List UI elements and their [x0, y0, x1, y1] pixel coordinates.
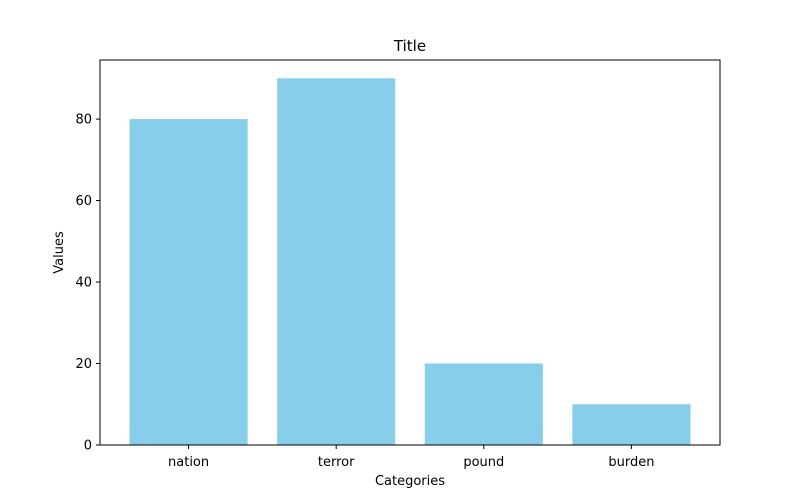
bar-nation	[129, 119, 248, 445]
bar-burden	[572, 404, 691, 445]
x-axis-label: Categories	[375, 474, 445, 489]
x-tick-label-terror: terror	[318, 455, 355, 470]
plot-frame	[99, 59, 721, 446]
x-tick-label-burden: burden	[608, 455, 654, 470]
chart-title: Title	[393, 37, 426, 55]
x-tick-label-nation: nation	[168, 455, 209, 470]
x-tick-label-pound: pound	[463, 455, 504, 470]
y-tick-label: 60	[75, 194, 92, 209]
y-tick-label: 80	[75, 113, 92, 128]
y-tick-label: 40	[75, 276, 92, 291]
y-tick-label: 0	[84, 439, 92, 454]
y-tick-label: 20	[75, 357, 92, 372]
bars-layer	[129, 78, 691, 445]
y-axis-label: Values	[52, 231, 67, 274]
y-axis-ticks: 0 20 40 60 80	[75, 113, 100, 454]
x-axis-ticks: nation terror pound burden	[168, 445, 654, 470]
bar-pound	[424, 363, 543, 445]
bar-terror	[277, 78, 396, 445]
